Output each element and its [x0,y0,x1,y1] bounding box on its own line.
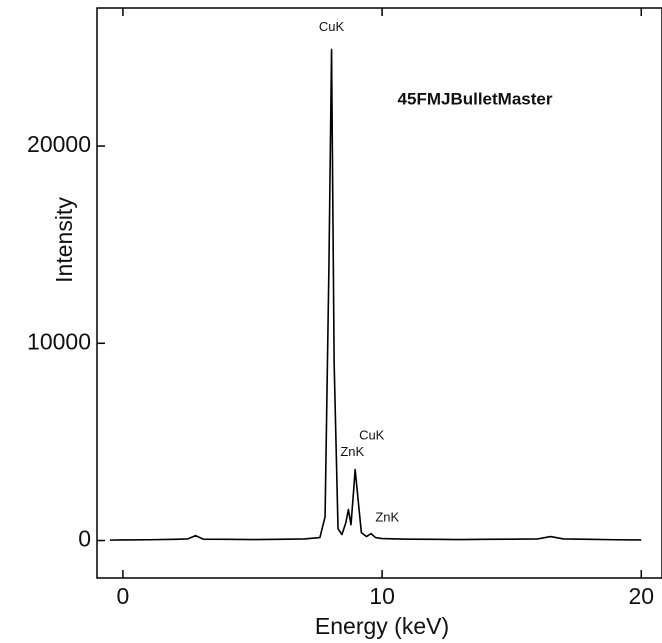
y-tick-label: 10000 [27,328,91,354]
peak-annotation: CuK [359,427,385,442]
peak-annotation: ZnK [375,509,399,524]
y-tick-label: 20000 [27,131,91,157]
peak-annotation: ZnK [340,444,364,459]
plot-frame [96,7,662,579]
x-tick-label: 20 [628,583,654,609]
chart-title: 45FMJBulletMaster [398,89,553,108]
x-tick-label: 0 [117,583,130,609]
x-axis-label: Energy (keV) [315,613,449,639]
peak-annotation: CuK [319,19,345,34]
x-tick-label: 10 [369,583,395,609]
spectrum-line [109,48,642,541]
y-axis-label: Intensity [51,197,77,283]
y-tick-label: 0 [78,526,91,552]
